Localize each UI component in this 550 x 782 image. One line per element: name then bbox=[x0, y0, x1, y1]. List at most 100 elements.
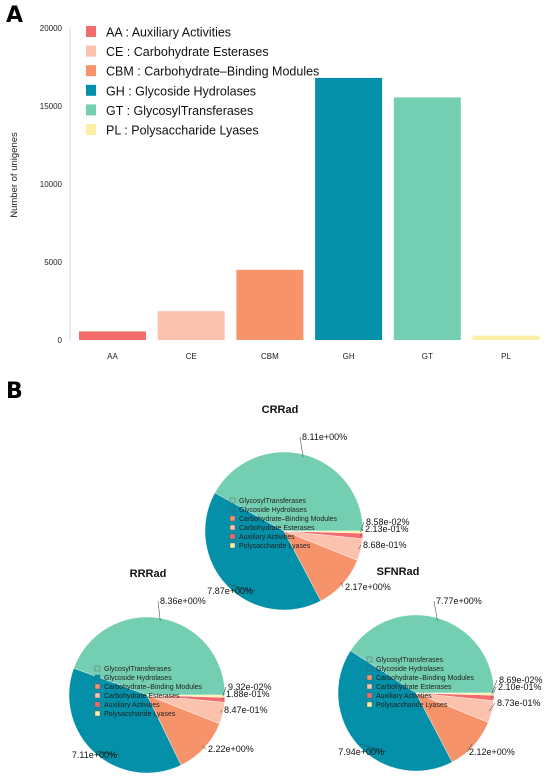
legend-swatch-ce bbox=[86, 45, 96, 57]
pie-charts: CRRad 8.11e+00% 7.87e+00% 2.17e+00% 8.68e-01… bbox=[68, 404, 543, 774]
panel-b-letter: B bbox=[6, 379, 23, 404]
pie-legend-label: Carbohydrate–Binding Modules bbox=[104, 684, 203, 691]
pie-legend-label: GlycosylTransferases bbox=[104, 666, 172, 673]
pie-value-label: 7.77e+00% bbox=[436, 596, 482, 606]
x-tick-label: GH bbox=[343, 352, 355, 361]
pie-leader-line bbox=[360, 743, 387, 753]
pie-legend-label: Carbohydrate Esterases bbox=[376, 684, 452, 691]
legend-swatch-gh bbox=[86, 84, 96, 96]
pie-leader-line bbox=[360, 521, 365, 533]
pie-leader-line bbox=[433, 600, 438, 621]
pie-leader-line bbox=[96, 750, 120, 756]
pie-sfnrad: SFNRad 7.77e+00% 7.94e+00% 2.12e+00% 8.73e-0… bbox=[337, 566, 543, 772]
pie-legend-label: Glycoside Hydrolases bbox=[239, 507, 307, 514]
bars bbox=[79, 77, 540, 341]
bar-chart: Number of unigenes 05000100001500020000 … bbox=[9, 24, 540, 361]
legend-swatch-cbm bbox=[86, 65, 96, 77]
y-tick-label: 5000 bbox=[44, 258, 62, 267]
pie-legend-label: Polysaccharide Lyases bbox=[239, 543, 311, 550]
pie-leader-line bbox=[489, 702, 496, 712]
pie-legend-swatch bbox=[366, 692, 373, 699]
pie-legend-swatch bbox=[229, 497, 236, 504]
y-tick-label: 10000 bbox=[40, 180, 63, 189]
x-tick-label: GT bbox=[422, 352, 433, 361]
pie-value-label: 9.32e-02% bbox=[228, 682, 272, 692]
pie-slice-gh bbox=[337, 650, 453, 772]
pie-value-label: 8.11e+00% bbox=[302, 432, 347, 442]
pie-legend-swatch bbox=[94, 674, 101, 681]
bar-aa bbox=[79, 331, 146, 340]
pie-legend-swatch bbox=[94, 710, 101, 717]
pie-slice-gt bbox=[214, 451, 364, 532]
pie-legend-swatch bbox=[366, 656, 373, 663]
pie-leader-line bbox=[229, 584, 256, 592]
pie-value-label: 8.58e-02% bbox=[366, 517, 410, 527]
y-tick-label: 0 bbox=[58, 336, 63, 345]
pie-title: RRRad bbox=[130, 568, 167, 580]
pie-title: SFNRad bbox=[377, 566, 420, 578]
pie-legend-label: Carbohydrate Esterases bbox=[239, 525, 315, 532]
pie-legend-swatch bbox=[229, 524, 236, 531]
legend-swatch-aa bbox=[86, 26, 96, 37]
pie-legend-label: Glycoside Hydrolases bbox=[376, 666, 444, 673]
y-axis-label: Number of unigenes bbox=[9, 132, 20, 218]
pie-legend-label: Glycoside Hydrolases bbox=[104, 675, 172, 682]
pie-legend-label: Auxiliary Activities bbox=[104, 702, 160, 709]
pie-slice-gh bbox=[204, 492, 322, 611]
pie-slice-pl bbox=[415, 692, 495, 696]
x-ticks: AA CE CBM GH GT PL bbox=[107, 352, 511, 361]
pie-slice-gt bbox=[73, 616, 226, 696]
pie-value-label: 7.87e+00% bbox=[207, 586, 253, 596]
x-tick-label: CE bbox=[186, 352, 197, 361]
x-tick-label: CBM bbox=[261, 352, 279, 361]
legend-label: GT : GlycosylTransferases bbox=[106, 104, 253, 118]
pie-legend-swatch bbox=[94, 665, 101, 672]
pie-leader-line bbox=[202, 746, 207, 750]
bar-gt bbox=[393, 97, 461, 340]
pie-leader-line bbox=[340, 582, 344, 588]
legend-swatch-gt bbox=[86, 104, 96, 116]
pie-legend-label: Carbohydrate–Binding Modules bbox=[239, 516, 338, 523]
pie-legend-label: Carbohydrate–Binding Modules bbox=[376, 675, 475, 682]
pie-legend-swatch bbox=[94, 683, 101, 690]
pie-legend-swatch bbox=[229, 533, 236, 540]
pie-value-label: 2.13e-01% bbox=[365, 524, 409, 534]
bar-pl bbox=[472, 335, 540, 340]
pie-legend-swatch bbox=[229, 542, 236, 549]
pie-rrrad: RRRad 8.36e+00% 7.11e+00% 2.22e+00% 8.47e-01… bbox=[68, 568, 272, 774]
pie-legend-label: Auxiliary Activities bbox=[239, 534, 295, 541]
pie-leader-line bbox=[491, 679, 498, 695]
pie-leader-line bbox=[299, 436, 304, 457]
legend-label: GH : Glycoside Hydrolases bbox=[106, 84, 256, 98]
pie-leader-line bbox=[358, 544, 362, 550]
pie-value-label: 8.68e-01% bbox=[363, 540, 407, 550]
pie-legend-label: Polysaccharide Lyases bbox=[104, 711, 176, 718]
pie-leader-line bbox=[491, 686, 497, 698]
pie-value-label: 7.11e+00% bbox=[72, 750, 117, 760]
pie-value-label: 8.69e-02% bbox=[499, 675, 543, 685]
pie-value-label: 2.12e+00% bbox=[469, 747, 515, 757]
pie-legend-swatch bbox=[94, 692, 101, 699]
pie-slice-pl bbox=[283, 530, 364, 534]
pie-title: CRRad bbox=[262, 404, 299, 416]
bar-legend: AA : Auxiliary Activities CE : Carbohydra… bbox=[86, 26, 319, 138]
legend-swatch-pl bbox=[86, 124, 96, 135]
pie-legend-label: Auxiliary Activities bbox=[376, 693, 432, 700]
pie-legend-label: Polysaccharide Lyases bbox=[376, 702, 448, 709]
pie-legend-swatch bbox=[366, 665, 373, 672]
pie-leader-line bbox=[157, 600, 161, 621]
pie-value-label: 8.36e+00% bbox=[160, 596, 206, 606]
pie-leader-line bbox=[220, 709, 223, 713]
legend-label: PL : Polysaccharide Lyases bbox=[106, 124, 259, 138]
pie-legend-swatch bbox=[229, 515, 236, 522]
x-tick-label: AA bbox=[107, 352, 118, 361]
pie-value-label: 8.73e-01% bbox=[497, 698, 541, 708]
pie-legend-label: GlycosylTransferases bbox=[376, 657, 444, 664]
pie-value-label: 2.17e+00% bbox=[345, 582, 391, 592]
y-ticks: 0 5000 10000 15000 20000 bbox=[40, 24, 63, 345]
legend-label: AA : Auxiliary Activities bbox=[106, 26, 231, 40]
pie-slice-pl bbox=[146, 694, 226, 698]
bar-ce bbox=[157, 311, 225, 340]
pie-value-label: 2.10e-01% bbox=[498, 682, 542, 692]
